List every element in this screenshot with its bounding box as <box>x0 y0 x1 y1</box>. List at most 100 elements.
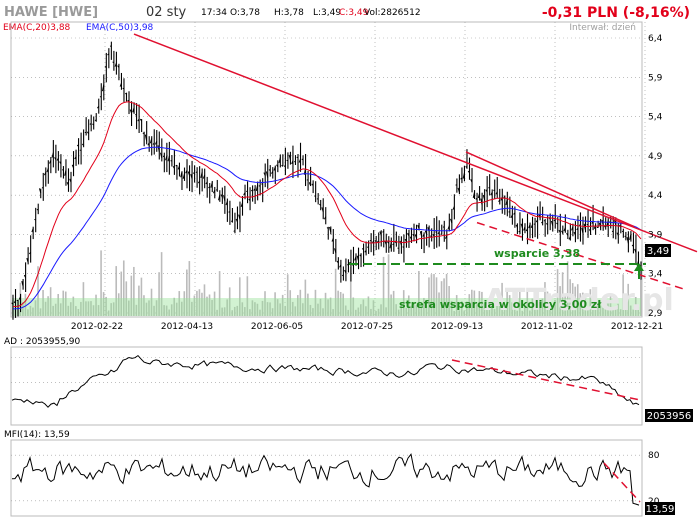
volume-bar <box>423 297 425 316</box>
volume-bar <box>266 302 269 316</box>
price-bar-open <box>172 165 175 169</box>
price-bar-open <box>208 186 211 189</box>
price-bar-open <box>235 218 238 223</box>
price-bar-open <box>525 228 528 232</box>
price-bar-open <box>135 114 137 116</box>
interval-label: Interwał: dzień <box>569 23 636 33</box>
volume-bar <box>518 291 521 316</box>
price-bar-open <box>515 224 518 228</box>
volume-bar <box>508 295 511 316</box>
volume-bar <box>576 284 579 316</box>
volume-bar <box>80 301 82 316</box>
volume-bar <box>158 272 160 316</box>
price-bar-open <box>556 222 559 225</box>
volume-bar <box>153 305 155 316</box>
last-price-box <box>645 244 671 257</box>
volume-bar <box>42 289 44 316</box>
volume-bar <box>163 305 165 316</box>
price-bar-open <box>367 246 369 248</box>
volume-bar <box>640 279 642 316</box>
price-bar-open <box>238 214 241 220</box>
volume-bar <box>269 302 271 316</box>
volume-bar <box>481 291 483 316</box>
volume-bar <box>496 302 498 316</box>
price-bar-open <box>114 62 117 67</box>
price-bar-open <box>402 246 405 248</box>
volume-bar <box>402 290 405 316</box>
volume-bar <box>319 298 322 316</box>
price-bar-open <box>298 158 301 163</box>
price-bar-open <box>243 192 246 196</box>
price-bar-open <box>301 158 304 161</box>
volume-bar <box>299 289 302 316</box>
volume-bar <box>632 309 635 316</box>
volume-bar <box>206 296 208 316</box>
volume-bar <box>226 299 228 316</box>
volume-bar <box>571 283 574 316</box>
volume-bar <box>360 304 362 316</box>
volume-bar <box>85 301 87 316</box>
price-bar-open <box>326 227 329 229</box>
price-bar-open <box>513 212 516 215</box>
volume-bar <box>274 292 276 316</box>
volume-bar <box>92 305 95 316</box>
volume-bar <box>120 271 123 316</box>
volume-bar <box>614 308 617 316</box>
price-bar-open <box>210 182 213 188</box>
volume-bar <box>213 291 216 316</box>
volume-bar <box>148 300 150 316</box>
price-bar-open <box>142 132 145 135</box>
volume-bar <box>622 274 624 316</box>
volume-bar <box>54 303 57 316</box>
price-bar-open <box>389 241 392 249</box>
price-bar-open <box>177 165 180 170</box>
price-bar-open <box>230 220 233 222</box>
lower-channel-line <box>476 221 686 291</box>
price-bar-open <box>81 143 84 146</box>
quote-time: 17:34 <box>201 8 227 18</box>
price-bar-open <box>102 84 105 92</box>
volume-bar <box>488 298 491 316</box>
price-bar-open <box>319 203 322 206</box>
volume-bar <box>564 296 566 316</box>
date-tick-label: 2012-09-13 <box>431 322 483 332</box>
quote-low: L:3,49 <box>313 8 341 18</box>
volume-bar <box>584 295 587 316</box>
volume-bar <box>22 301 24 316</box>
price-bar-open <box>64 169 67 176</box>
volume-bar <box>284 305 286 316</box>
mfi-value-label: 13,59 <box>646 504 675 515</box>
price-bar-open <box>86 131 90 134</box>
volume-bar <box>188 261 191 316</box>
volume-bar <box>607 303 609 316</box>
volume-bar <box>95 294 97 316</box>
volume-bar <box>100 250 102 316</box>
volume-bar <box>594 302 597 316</box>
volume-bar <box>236 305 239 316</box>
price-bar-open <box>535 219 539 223</box>
price-bar-open <box>308 182 312 186</box>
price-bar-open <box>321 207 324 213</box>
volume-bar <box>397 309 400 316</box>
volume-bar <box>47 296 49 316</box>
price-bar-open <box>419 231 423 237</box>
volume-bar <box>322 308 324 316</box>
price-bar-open <box>192 172 195 175</box>
volume-bar <box>112 302 115 316</box>
price-bar-open <box>334 248 337 254</box>
volume-bar <box>506 290 508 316</box>
volume-bar <box>425 305 428 316</box>
price-bar-open <box>576 227 579 231</box>
volume-bar <box>352 297 355 316</box>
volume-bar <box>592 300 594 316</box>
price-bar-open <box>11 302 14 305</box>
volume-bar <box>77 309 80 316</box>
volume-bar <box>385 307 387 316</box>
volume-bar <box>365 306 367 316</box>
price-bar-open <box>460 177 463 180</box>
price-bar-open <box>359 254 362 257</box>
volume-bar <box>140 277 143 316</box>
price-bar-open <box>604 225 606 228</box>
price-tick-label: 5,9 <box>648 73 663 83</box>
volume-bar <box>57 293 59 316</box>
